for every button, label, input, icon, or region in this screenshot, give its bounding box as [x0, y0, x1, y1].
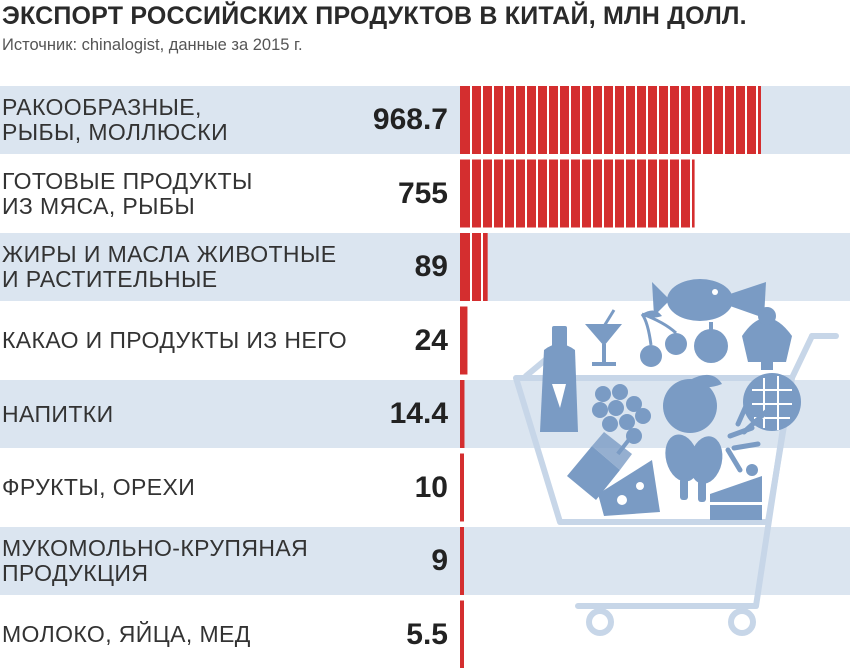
bar: [460, 600, 464, 668]
value-label: 5.5: [406, 617, 448, 651]
bar: [460, 380, 465, 448]
bar: [460, 233, 488, 301]
value-label: 9: [431, 544, 448, 577]
category-label: Жиры и масла животные и растительные: [2, 241, 337, 292]
value-label: 89: [414, 250, 448, 283]
chart-title: ЭКСПОРТ РОССИЙСКИХ ПРОДУКТОВ В КИТАЙ, МЛ…: [2, 2, 747, 30]
category-label: Какао и продукты из него: [2, 327, 347, 353]
peach-icon: [663, 374, 722, 433]
cheese-icon: [598, 460, 660, 516]
cart-wheel-left-icon: [586, 608, 614, 636]
fern-icon: [725, 403, 769, 473]
apple-icon: [694, 322, 728, 363]
cake-icon: [710, 464, 762, 520]
cart-wheel-right-icon: [728, 608, 756, 636]
category-label: Готовые продукты из мяса, рыбы: [2, 167, 253, 219]
category-label: Напитки: [2, 400, 114, 427]
category-label: Фрукты, орехи: [2, 474, 196, 500]
value-label: 755: [397, 176, 448, 210]
category-label: Ракообразные, рыбы, моллюски: [2, 94, 229, 145]
bar: [460, 527, 464, 595]
bar: [460, 159, 695, 228]
bar: [460, 86, 761, 154]
fish-icon: [652, 279, 766, 321]
grape-icon: [592, 384, 651, 444]
cocktail-icon: [585, 309, 622, 366]
bar: [460, 453, 464, 522]
category-label: Мукомольно-крупяная продукция: [2, 535, 309, 586]
cherry-icon: [640, 310, 687, 367]
chicken-leg-icon: [665, 434, 723, 502]
value-label: 14.4: [389, 397, 448, 430]
ice-cream-icon: [742, 307, 792, 370]
bar: [460, 306, 468, 375]
row-band: [0, 527, 850, 595]
value-label: 968.7: [372, 103, 448, 136]
chart-subtitle: Источник: chinalogist, данные за 2015 г.: [2, 36, 303, 54]
category-label: Молоко, яйца, мед: [2, 621, 251, 647]
bottle-icon: [540, 326, 578, 432]
value-label: 10: [414, 470, 448, 504]
value-label: 24: [414, 323, 448, 357]
juice-icon: [567, 432, 632, 500]
